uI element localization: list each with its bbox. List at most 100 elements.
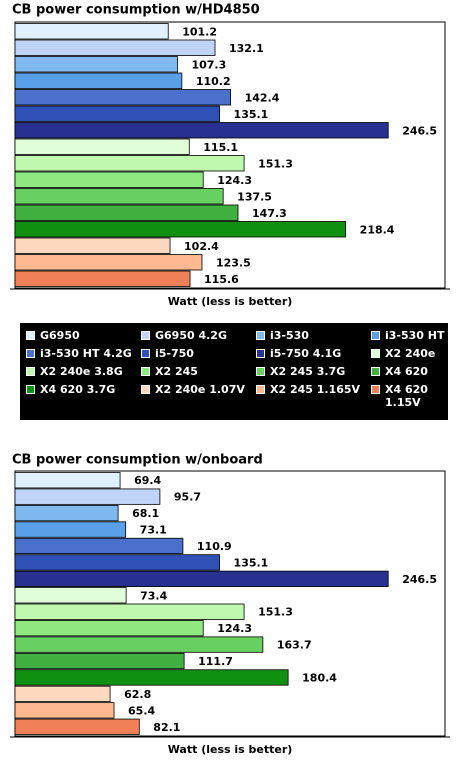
- value-label: 111.7: [198, 655, 233, 668]
- bar: [14, 570, 389, 587]
- value-label: 73.4: [140, 589, 167, 602]
- value-label: 101.2: [182, 25, 217, 38]
- value-label: 95.7: [174, 491, 201, 504]
- bar: [14, 188, 224, 205]
- value-label: 147.3: [252, 207, 287, 220]
- bar: [14, 603, 245, 620]
- bar: [14, 270, 191, 287]
- legend-item: i3-530 HT 4.2G: [26, 347, 141, 365]
- bar: [14, 171, 204, 188]
- legend-swatch: [371, 385, 380, 394]
- plot-frame: [14, 470, 446, 737]
- bar: [14, 39, 216, 56]
- bar: [14, 587, 127, 604]
- legend-item: X2 240e: [371, 347, 447, 365]
- chart-title: CB power consumption w/onboard: [12, 453, 263, 468]
- legend-item: G6950 4.2G: [141, 329, 256, 347]
- value-label: 151.3: [258, 606, 293, 619]
- legend-label: X4 620 1.15V: [385, 383, 428, 409]
- value-label: 110.2: [196, 75, 231, 88]
- value-label: 107.3: [191, 58, 226, 71]
- value-label: 135.1: [234, 108, 269, 121]
- legend-label: X2 245 1.165V: [270, 383, 361, 396]
- legend-label: X2 245 3.7G: [270, 365, 346, 378]
- legend-label: X2 240e: [385, 347, 436, 360]
- value-label: 123.5: [216, 256, 251, 269]
- legend-item: i5-750: [141, 347, 256, 365]
- legend-item: X4 620 3.7G: [26, 383, 141, 401]
- bar: [14, 685, 111, 703]
- bar: [14, 636, 264, 653]
- bar: [14, 554, 220, 571]
- value-label: 82.1: [153, 721, 180, 734]
- legend-swatch: [371, 331, 380, 340]
- value-label: 73.1: [140, 524, 167, 537]
- value-label: 65.4: [128, 704, 155, 717]
- legend-item: i3-530 HT: [371, 329, 447, 347]
- value-label: 102.4: [184, 240, 219, 253]
- legend-swatch: [26, 349, 35, 358]
- value-label: 137.5: [237, 190, 272, 203]
- bar: [14, 718, 140, 735]
- legend-item: i3-530: [256, 329, 371, 347]
- value-label: 246.5: [402, 573, 437, 586]
- value-label: 68.1: [132, 507, 159, 520]
- legend-swatch: [371, 349, 380, 358]
- legend-swatch: [26, 385, 35, 394]
- legend-swatch: [371, 367, 380, 376]
- x-axis-label: Watt (less is better): [168, 743, 293, 756]
- legend-label: i3-530 HT: [385, 329, 445, 342]
- bar: [14, 652, 185, 670]
- legend-label: i3-530: [270, 329, 309, 342]
- legend-item: X2 245: [141, 365, 256, 383]
- value-label: 163.7: [277, 639, 312, 652]
- bar: [14, 221, 347, 238]
- legend-swatch: [256, 367, 265, 376]
- x-axis-label: Watt (less is better): [168, 295, 293, 308]
- value-label: 135.1: [234, 556, 269, 569]
- legend-item: i5-750 4.1G: [256, 347, 371, 365]
- bar: [14, 122, 389, 139]
- legend-swatch: [141, 331, 150, 340]
- bar: [14, 89, 232, 106]
- bar: [14, 537, 184, 555]
- legend-swatch: [26, 367, 35, 376]
- bar: [14, 620, 204, 637]
- legend-label: i5-750 4.1G: [270, 347, 342, 360]
- legend-label: X4 620 3.7G: [40, 383, 116, 396]
- bar: [14, 237, 171, 254]
- legend-label: G6950 4.2G: [155, 329, 227, 342]
- legend-item: X2 245 1.165V: [256, 383, 371, 401]
- legend-swatch: [141, 349, 150, 358]
- legend-item: X2 245 3.7G: [256, 365, 371, 383]
- legend-label: X2 240e 1.07V: [155, 383, 245, 396]
- value-label: 218.4: [360, 223, 395, 236]
- value-label: 115.6: [204, 273, 239, 286]
- bar: [14, 56, 178, 73]
- bar: [14, 23, 169, 40]
- value-label: 62.8: [124, 688, 151, 701]
- bar: [14, 204, 239, 221]
- bar: [14, 155, 245, 172]
- legend-label: X2 240e 3.8G: [40, 365, 123, 378]
- legend-item: X4 620: [371, 365, 447, 383]
- legend-item: G6950: [26, 329, 141, 347]
- legend-swatch: [256, 385, 265, 394]
- plot-frame: [14, 21, 446, 289]
- legend-label: X2 245: [155, 365, 198, 378]
- bar: [14, 72, 183, 89]
- bar: [14, 488, 161, 505]
- legend-label: i3-530 HT 4.2G: [40, 347, 132, 360]
- chart-title: CB power consumption w/HD4850: [12, 3, 260, 18]
- legend-swatch: [26, 331, 35, 340]
- legend-label: X4 620: [385, 365, 428, 378]
- bar: [14, 105, 220, 122]
- value-label: 124.3: [217, 174, 252, 187]
- legend-swatch: [141, 367, 150, 376]
- value-label: 142.4: [245, 91, 280, 104]
- legend-label: i5-750: [155, 347, 194, 360]
- legend-item: X2 240e 1.07V: [141, 383, 256, 401]
- legend-label: G6950: [40, 329, 80, 342]
